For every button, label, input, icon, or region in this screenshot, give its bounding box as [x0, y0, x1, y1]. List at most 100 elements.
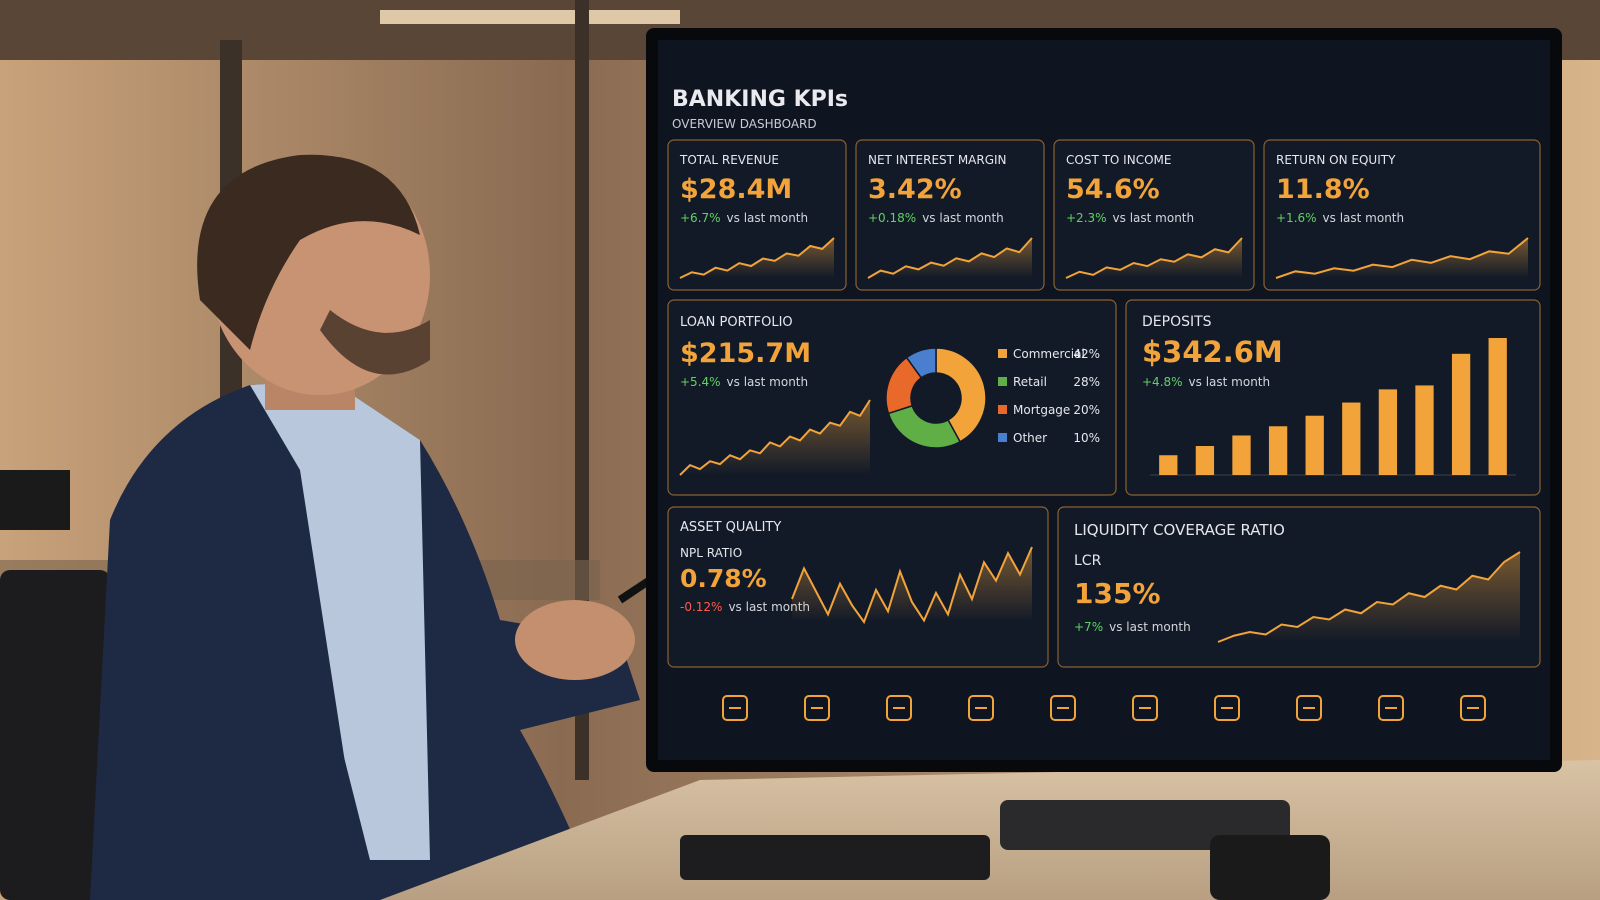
legend-label: Other: [1013, 431, 1047, 445]
metric-label: NPL RATIO: [680, 546, 742, 560]
change-note: vs last month: [1109, 620, 1191, 634]
change: +5.4% vs last month: [680, 375, 808, 389]
panel-label: DEPOSITS: [1142, 314, 1212, 330]
panel-label: ASSET QUALITY: [680, 520, 781, 535]
bar: [1342, 402, 1361, 475]
kpi-label: COST TO INCOME: [1066, 153, 1171, 167]
trend-line: [1065, 237, 1243, 279]
bar: [1488, 338, 1507, 475]
metric-label: LCR: [1074, 553, 1102, 569]
trend-area: [1066, 238, 1242, 278]
kpi-label: RETURN ON EQUITY: [1276, 153, 1396, 167]
bar: [1268, 426, 1288, 475]
change-note: vs last month: [922, 211, 1004, 225]
change-note: vs last month: [1113, 211, 1195, 225]
trend-line: [679, 399, 871, 476]
nav-icon: [1214, 695, 1240, 721]
bar: [1305, 415, 1324, 475]
bar: [1159, 455, 1178, 475]
change-note: vs last month: [1323, 211, 1405, 225]
trend-line: [1275, 237, 1529, 279]
trend-area: [1276, 238, 1528, 278]
change-value: +5.4%: [680, 375, 721, 389]
ceiling-light: [380, 10, 680, 24]
panel-label: LOAN PORTFOLIO: [680, 315, 793, 330]
mug: [1210, 835, 1330, 900]
change-value: +0.18%: [868, 211, 916, 225]
change-value: +7%: [1074, 620, 1103, 634]
bar: [1415, 385, 1434, 475]
nav-icon: [1460, 695, 1486, 721]
bar: [1451, 353, 1471, 475]
nav-icon: [804, 695, 830, 721]
nav-icon: [1050, 695, 1076, 721]
change: +0.18% vs last month: [868, 211, 1004, 225]
panel: [1053, 139, 1255, 291]
change-note: vs last month: [727, 211, 809, 225]
legend-label: Commercial: [1013, 347, 1085, 361]
change-note: vs last month: [1189, 375, 1271, 389]
lapel: [250, 385, 360, 860]
trend-area: [792, 547, 1032, 622]
change-value: +6.7%: [680, 211, 721, 225]
kpi-label: TOTAL REVENUE: [679, 153, 779, 167]
keyboard: [680, 835, 990, 880]
panel: [1125, 299, 1541, 496]
nav-icon: [1132, 695, 1158, 721]
bar: [1232, 435, 1251, 475]
trend-area: [1218, 552, 1520, 642]
nav-icon: [722, 695, 748, 721]
panel: [667, 506, 1049, 668]
beard: [320, 310, 430, 375]
background-monitor: [0, 470, 70, 530]
change-value: +2.3%: [1066, 211, 1107, 225]
kpi-label: NET INTEREST MARGIN: [868, 153, 1007, 167]
kpi-value: 3.42%: [868, 174, 962, 205]
change-value: +1.6%: [1276, 211, 1317, 225]
dashboard-title: BANKING KPIs: [672, 87, 848, 112]
legend-label: Mortgage: [1013, 403, 1070, 417]
legend-value: 28%: [1073, 375, 1100, 389]
legend-value: 42%: [1073, 347, 1100, 361]
panel: [1263, 139, 1541, 291]
trend-line: [867, 237, 1033, 279]
legend-swatch: [998, 405, 1007, 414]
panel: [855, 139, 1045, 291]
hair: [197, 154, 420, 350]
dashboard: TOTAL REVENUE $28.4M +6.7% vs last month NET…: [667, 139, 1541, 721]
nav-icon: [1296, 695, 1322, 721]
legend-value: 20%: [1073, 403, 1100, 417]
change-value: -0.12%: [680, 600, 722, 614]
pie-slice: [905, 347, 937, 379]
pie-slice: [935, 347, 987, 443]
kpi-value: 0.78%: [680, 564, 767, 593]
kpi-value: $28.4M: [680, 174, 792, 205]
bar: [1378, 389, 1398, 475]
kpi-value: $342.6M: [1142, 335, 1283, 369]
trend-line: [1217, 551, 1521, 643]
legend-swatch: [998, 377, 1007, 386]
kpi-value: 135%: [1074, 577, 1161, 610]
legend-label: Retail: [1013, 375, 1047, 389]
panel-label: LIQUIDITY COVERAGE RATIO: [1074, 521, 1285, 539]
kpi-value: 11.8%: [1276, 174, 1370, 205]
change: +6.7% vs last month: [680, 211, 808, 225]
kpi-value: 54.6%: [1066, 174, 1160, 205]
hand: [515, 600, 635, 680]
nav-icon: [1378, 695, 1404, 721]
legend-value: 10%: [1073, 431, 1100, 445]
change-value: +4.8%: [1142, 375, 1183, 389]
legend-swatch: [998, 433, 1007, 442]
trend-line: [679, 237, 835, 279]
nav-icon: [968, 695, 994, 721]
change-note: vs last month: [727, 375, 809, 389]
legend-swatch: [998, 349, 1007, 358]
change: +2.3% vs last month: [1066, 211, 1194, 225]
kpi-value: $215.7M: [680, 338, 811, 369]
change: +4.8% vs last month: [1142, 375, 1270, 389]
trend-area: [680, 400, 870, 475]
nav-icon: [886, 695, 912, 721]
